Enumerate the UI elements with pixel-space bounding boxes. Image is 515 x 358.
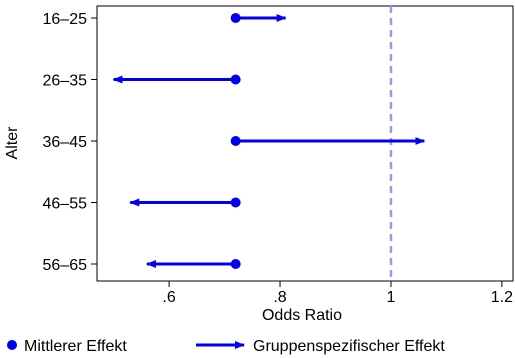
- mean-effect-point: [230, 13, 241, 23]
- x-tick-label: .6: [162, 289, 175, 306]
- y-tick-label: 46–55: [43, 196, 88, 213]
- y-tick-label: 36–45: [43, 134, 88, 151]
- x-tick-label: 1: [387, 289, 396, 306]
- x-tick-label: .8: [273, 289, 286, 306]
- plot-frame: [96, 5, 514, 282]
- legend: Mittlerer Effekt Gruppenspezifischer Eff…: [7, 338, 445, 355]
- x-tick-label: 1.2: [491, 289, 513, 306]
- mean-effect-point: [230, 136, 241, 146]
- x-axis-label: Odds Ratio: [262, 307, 342, 324]
- legend-mean-marker: [7, 340, 17, 350]
- y-tick-label: 56–65: [43, 257, 88, 274]
- mean-effect-point: [230, 197, 241, 208]
- y-tick-label: 16–25: [43, 11, 88, 28]
- mean-effect-point: [230, 259, 241, 269]
- legend-mean-label: Mittlerer Effekt: [24, 338, 127, 355]
- y-tick-label: 26–35: [43, 73, 88, 90]
- legend-group-label: Gruppenspezifischer Effekt: [253, 338, 445, 355]
- mean-effect-point: [230, 74, 241, 85]
- y-axis-label: Alter: [4, 126, 21, 160]
